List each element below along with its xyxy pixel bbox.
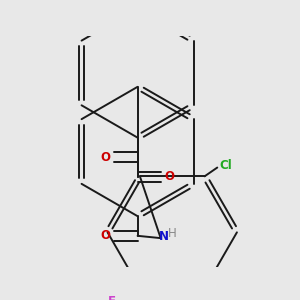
Text: O: O [101,151,111,164]
Text: O: O [101,229,111,242]
Text: N: N [158,230,169,244]
Text: H: H [168,227,177,241]
Text: F: F [107,295,116,300]
Text: Cl: Cl [219,159,232,172]
Text: O: O [164,170,175,183]
